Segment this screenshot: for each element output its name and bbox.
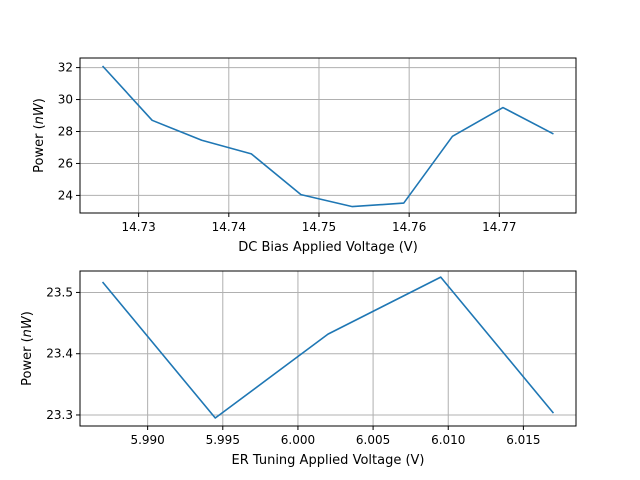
bottom-y-tick-label: 23.4 [46,347,73,361]
top-axes-frame [79,57,577,214]
bottom-x-tick-label: 6.005 [356,433,390,447]
top-x-tick-label: 14.76 [392,220,426,234]
top-y-tick-label: 30 [58,93,73,107]
top-series-line [101,65,554,208]
bottom-series-line [101,276,555,419]
bottom-x-tick-label: 6.015 [506,433,540,447]
bottom-x-axis-label: ER Tuning Applied Voltage (V) [232,453,425,468]
top-y-tick-label: 26 [58,156,73,170]
bottom-x-tick-label: 5.995 [206,433,240,447]
bottom-x-tick-label: 6.000 [281,433,315,447]
top-plot: 14.73 14.74 14.75 14.76 14.77 24 26 28 30 32 DC Bi… [32,57,577,255]
top-x-tick-label: 14.77 [482,220,516,234]
top-x-tick-label: 14.75 [302,220,336,234]
bottom-plot: 5.990 5.995 6.000 6.005 6.010 6.015 23.3 23.4 23… [20,270,577,468]
bottom-x-tick-label: 6.010 [431,433,465,447]
top-y-tick-label: 32 [58,61,73,75]
top-x-tick-label: 14.73 [121,220,155,234]
bottom-y-axis-label: Power (nW) [20,311,35,386]
bottom-y-tick-label: 23.3 [46,408,73,422]
bottom-axes-frame [79,270,577,427]
bottom-x-tick-label: 5.990 [130,433,164,447]
top-x-axis-label: DC Bias Applied Voltage (V) [238,240,418,255]
top-y-tick-label: 28 [58,125,73,139]
bottom-y-tick-label: 23.5 [46,285,73,299]
top-y-axis-label: Power (nW) [32,98,47,173]
top-y-tick-label: 24 [58,188,73,202]
top-x-tick-label: 14.74 [212,220,246,234]
